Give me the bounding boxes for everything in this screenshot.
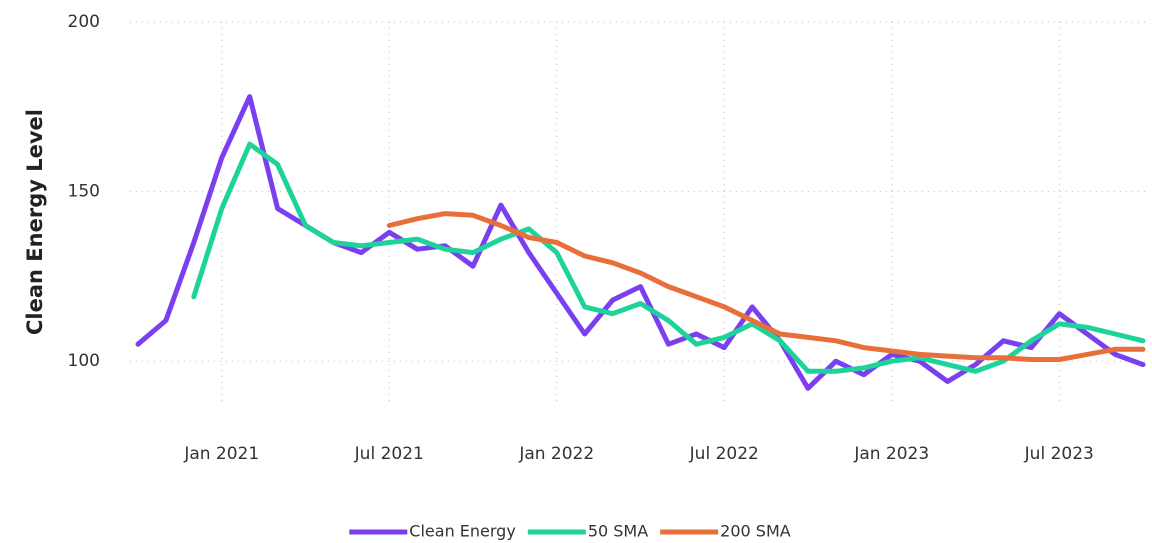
x-tick-label: Jan 2021: [183, 444, 259, 464]
legend-label: 200 SMA: [720, 522, 791, 541]
legend-label: Clean Energy: [409, 522, 516, 541]
x-tick-label: Jul 2023: [1024, 444, 1094, 464]
series-line: [191, 141, 1146, 374]
legend-label: 50 SMA: [588, 522, 648, 541]
y-axis-title: Clean Energy Level: [23, 109, 47, 335]
x-tick-label: Jan 2023: [853, 444, 929, 464]
series-line: [386, 211, 1146, 362]
x-tick-label: Jul 2022: [689, 444, 759, 464]
y-tick-label: 150: [68, 182, 100, 202]
y-tick-label: 100: [68, 351, 100, 371]
y-tick-label: 200: [68, 12, 100, 32]
x-tick-label: Jan 2022: [518, 444, 594, 464]
x-tick-label: Jul 2021: [354, 444, 424, 464]
series-line: [135, 94, 1146, 391]
